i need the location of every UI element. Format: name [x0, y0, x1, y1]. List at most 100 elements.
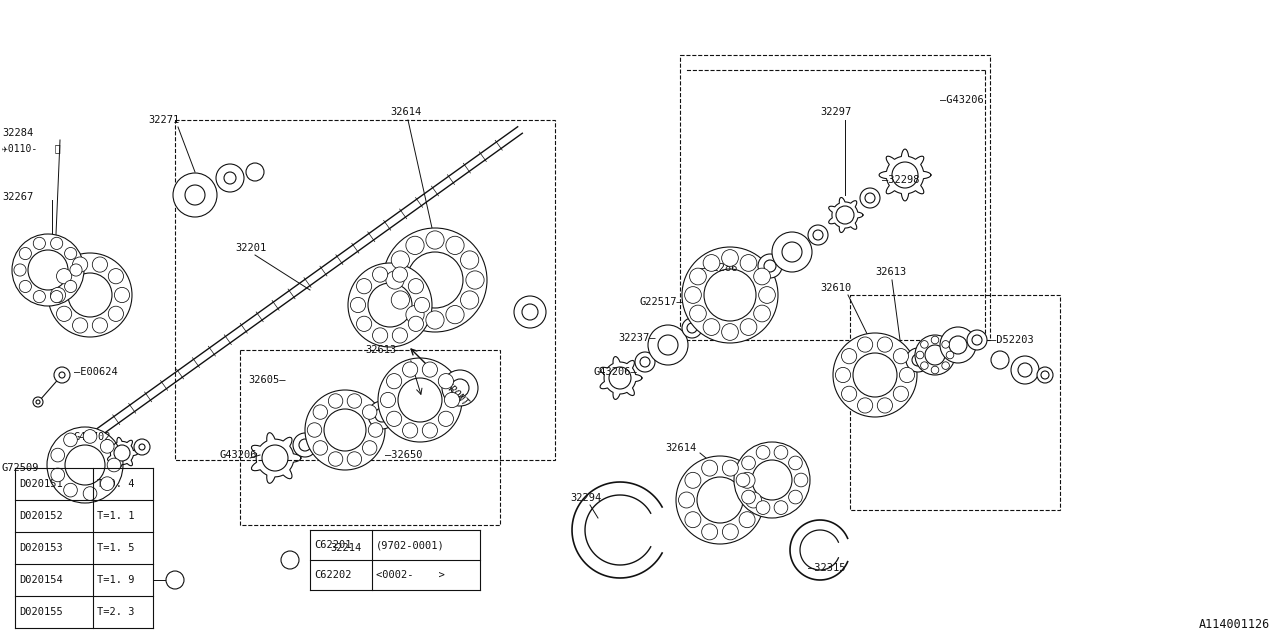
Circle shape	[1018, 363, 1032, 377]
Circle shape	[36, 400, 40, 404]
Circle shape	[83, 429, 97, 444]
Circle shape	[915, 335, 955, 375]
Circle shape	[378, 358, 462, 442]
Text: D020154: D020154	[19, 575, 63, 585]
Circle shape	[836, 206, 854, 224]
Circle shape	[690, 268, 707, 285]
Circle shape	[438, 412, 453, 426]
Circle shape	[51, 448, 64, 462]
Circle shape	[369, 283, 412, 327]
Circle shape	[369, 401, 396, 429]
Text: 32614: 32614	[666, 443, 696, 453]
Circle shape	[73, 318, 88, 333]
Circle shape	[940, 327, 977, 363]
Circle shape	[722, 524, 739, 540]
Text: 32605—: 32605—	[248, 375, 285, 385]
Circle shape	[293, 433, 317, 457]
Bar	[680, 55, 989, 340]
Circle shape	[946, 351, 954, 359]
Circle shape	[966, 330, 987, 350]
Text: 32271: 32271	[148, 115, 179, 125]
Text: 32297: 32297	[820, 107, 851, 117]
Circle shape	[920, 340, 928, 348]
Circle shape	[753, 460, 792, 500]
Circle shape	[836, 367, 851, 383]
Circle shape	[438, 374, 453, 388]
Text: T=2. 3: T=2. 3	[97, 607, 134, 617]
Circle shape	[442, 370, 477, 406]
Text: C62201: C62201	[314, 540, 352, 550]
Text: D020151: D020151	[19, 479, 63, 489]
Circle shape	[383, 228, 486, 332]
Circle shape	[852, 353, 897, 397]
Text: T=0. 4: T=0. 4	[97, 479, 134, 489]
Circle shape	[415, 298, 430, 312]
Text: 32613—: 32613—	[365, 345, 402, 355]
Circle shape	[100, 477, 114, 490]
Circle shape	[461, 291, 479, 309]
Circle shape	[739, 472, 755, 488]
Circle shape	[932, 366, 938, 374]
Text: T=1. 9: T=1. 9	[97, 575, 134, 585]
Circle shape	[722, 324, 739, 340]
Text: G43206—: G43206—	[594, 367, 637, 377]
Circle shape	[406, 305, 424, 324]
Circle shape	[64, 483, 77, 497]
Circle shape	[375, 408, 389, 422]
Circle shape	[756, 445, 769, 460]
Circle shape	[51, 291, 63, 303]
Circle shape	[408, 316, 424, 332]
Circle shape	[741, 456, 755, 470]
Circle shape	[515, 296, 547, 328]
Circle shape	[916, 351, 924, 359]
Circle shape	[1011, 356, 1039, 384]
Circle shape	[314, 405, 328, 419]
Circle shape	[906, 348, 931, 372]
Circle shape	[51, 468, 64, 482]
Text: 32201: 32201	[236, 243, 266, 253]
Circle shape	[841, 349, 856, 364]
Text: 1: 1	[173, 575, 178, 584]
Circle shape	[690, 305, 707, 322]
Text: 32294: 32294	[570, 493, 602, 503]
Circle shape	[860, 188, 881, 208]
Circle shape	[426, 231, 444, 249]
Circle shape	[68, 273, 113, 317]
Circle shape	[733, 442, 810, 518]
Circle shape	[362, 405, 376, 419]
Circle shape	[134, 439, 150, 455]
Circle shape	[385, 271, 404, 289]
Circle shape	[900, 367, 915, 383]
Circle shape	[351, 298, 366, 312]
Circle shape	[300, 439, 311, 451]
Circle shape	[108, 458, 120, 472]
Text: 32614: 32614	[390, 107, 421, 117]
Text: —32650: —32650	[385, 450, 422, 460]
Circle shape	[948, 336, 966, 354]
Circle shape	[522, 304, 538, 320]
Circle shape	[722, 250, 739, 266]
Circle shape	[758, 254, 782, 278]
Circle shape	[461, 251, 479, 269]
Text: <0002-    >: <0002- >	[376, 570, 444, 580]
Circle shape	[64, 248, 77, 260]
Circle shape	[703, 319, 719, 335]
Circle shape	[380, 392, 396, 408]
Circle shape	[109, 306, 123, 321]
Circle shape	[676, 456, 764, 544]
Text: G72509: G72509	[3, 463, 40, 473]
Circle shape	[19, 280, 32, 292]
Circle shape	[740, 319, 756, 335]
Circle shape	[893, 386, 909, 401]
Circle shape	[33, 291, 45, 303]
Text: —32286: —32286	[700, 263, 737, 273]
Circle shape	[357, 316, 371, 332]
Circle shape	[685, 287, 701, 303]
Circle shape	[54, 367, 70, 383]
Circle shape	[324, 409, 366, 451]
Text: —E00624: —E00624	[74, 367, 118, 377]
Circle shape	[422, 423, 438, 438]
Circle shape	[347, 452, 362, 466]
Circle shape	[329, 394, 343, 408]
Circle shape	[362, 441, 376, 455]
